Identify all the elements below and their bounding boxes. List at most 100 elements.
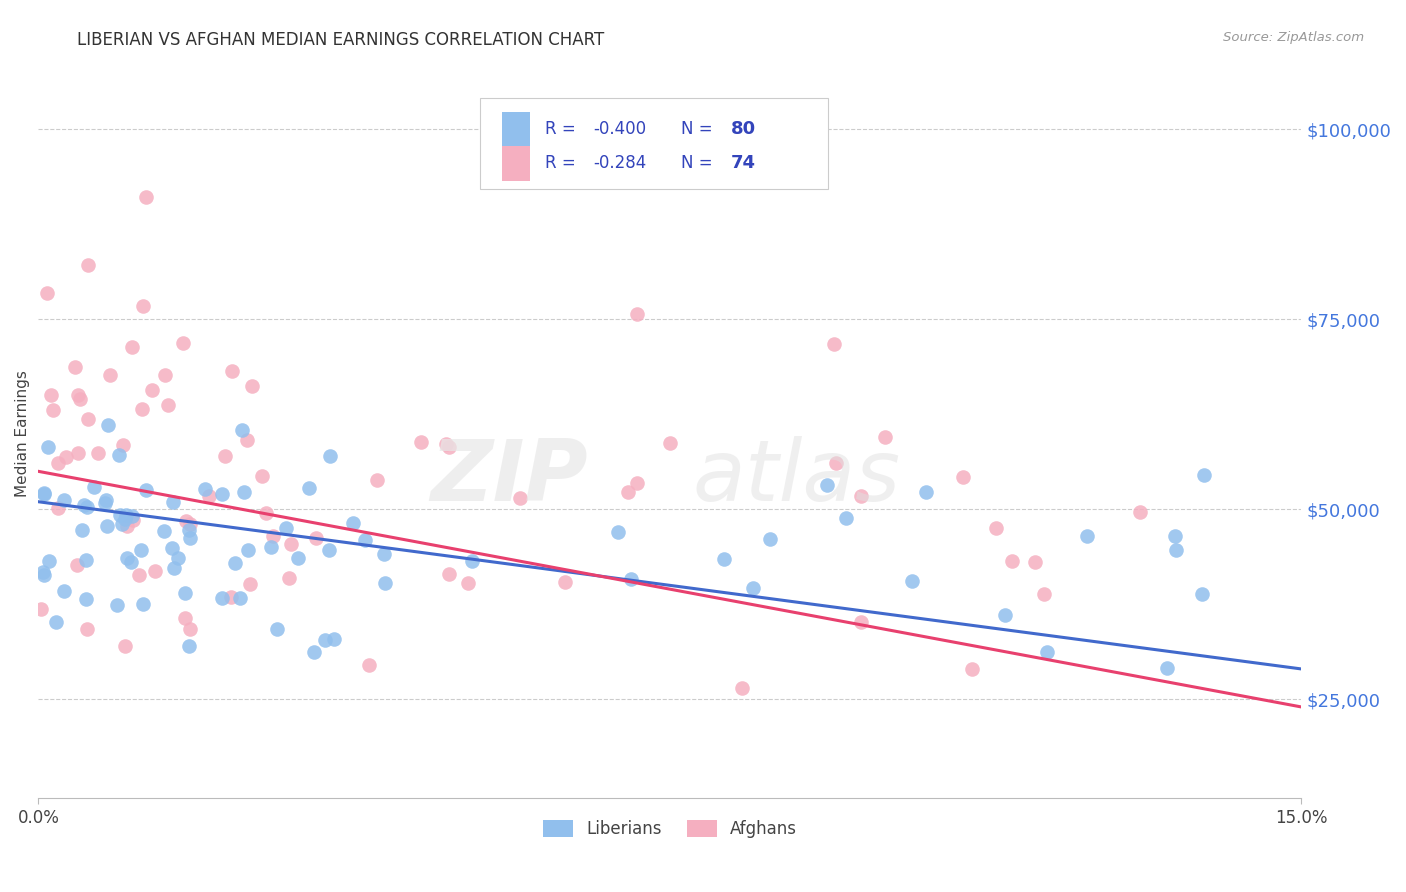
Text: N =: N = (681, 154, 718, 172)
Point (298, 481, 321, 495)
Point (915, 484, 938, 499)
Point (53, 584, 76, 599)
Point (135, 483, 157, 497)
Point (174, 610, 197, 624)
Point (280, 537, 302, 551)
Point (167, 551, 190, 566)
Point (437, 440, 460, 454)
Text: Source: ZipAtlas.com: Source: ZipAtlas.com (1223, 31, 1364, 45)
Point (1036, 645, 1059, 659)
Point (366, 473, 388, 487)
Point (994, 608, 1017, 623)
Point (156, 398, 179, 412)
Point (409, 434, 432, 449)
Point (758, 532, 780, 546)
Point (262, 529, 284, 543)
Point (219, 590, 242, 604)
Point (75, 553, 97, 567)
Point (112, 438, 135, 452)
Point (177, 523, 200, 537)
Point (96, 518, 118, 533)
Point (434, 437, 457, 451)
Point (179, 622, 201, 636)
Point (1001, 554, 1024, 568)
Point (224, 556, 246, 570)
Point (115, 508, 138, 522)
Point (198, 489, 221, 503)
Point (986, 521, 1008, 535)
Point (38, 554, 60, 568)
Point (173, 586, 195, 600)
Point (617, 484, 640, 499)
Point (1024, 555, 1046, 569)
Point (437, 566, 460, 581)
Point (461, 554, 484, 568)
Point (121, 513, 143, 527)
Point (730, 681, 752, 695)
Point (231, 423, 253, 437)
Point (177, 640, 200, 654)
Point (900, 574, 922, 588)
Point (323, 632, 346, 646)
Point (849, 489, 872, 503)
Point (1192, 468, 1215, 483)
Point (97, 417, 120, 432)
Point (960, 662, 983, 676)
Point (163, 560, 186, 574)
Point (260, 540, 283, 554)
Point (240, 379, 263, 393)
FancyBboxPatch shape (502, 112, 530, 146)
Point (129, 542, 152, 557)
Point (741, 581, 763, 595)
Point (626, 476, 648, 491)
Point (98, 368, 121, 382)
Point (834, 510, 856, 524)
Point (111, 517, 134, 532)
Point (87, 446, 110, 460)
Point (45, 615, 67, 629)
Point (319, 450, 342, 464)
Point (314, 633, 336, 648)
Point (233, 485, 256, 500)
Point (509, 491, 531, 506)
Point (659, 436, 682, 450)
Point (626, 307, 648, 321)
Point (120, 555, 142, 569)
Point (117, 550, 139, 565)
Point (276, 521, 298, 535)
Point (121, 340, 143, 354)
Text: N =: N = (681, 120, 718, 138)
Point (287, 550, 309, 565)
Point (77, 259, 100, 273)
Point (359, 658, 381, 673)
Point (342, 516, 364, 530)
Point (76, 500, 98, 514)
Point (825, 456, 848, 470)
Point (620, 572, 643, 586)
Point (73, 498, 96, 512)
Point (121, 508, 143, 523)
Point (94, 493, 117, 508)
Point (172, 336, 194, 351)
Point (128, 567, 150, 582)
Point (254, 506, 277, 520)
Point (952, 470, 974, 484)
Point (160, 541, 183, 556)
Point (77, 412, 100, 426)
Point (31, 565, 53, 579)
Point (302, 645, 325, 659)
Legend: Liberians, Afghans: Liberians, Afghans (536, 813, 804, 845)
Point (155, 368, 177, 382)
Point (875, 430, 897, 444)
Point (277, 571, 299, 585)
Text: ZIP: ZIP (430, 435, 588, 518)
Text: 74: 74 (731, 154, 755, 172)
Point (174, 514, 197, 528)
Point (318, 543, 340, 558)
Point (48, 456, 70, 470)
Point (76, 622, 98, 636)
Point (250, 468, 273, 483)
Point (229, 591, 252, 606)
Point (114, 639, 136, 653)
Point (374, 576, 396, 591)
